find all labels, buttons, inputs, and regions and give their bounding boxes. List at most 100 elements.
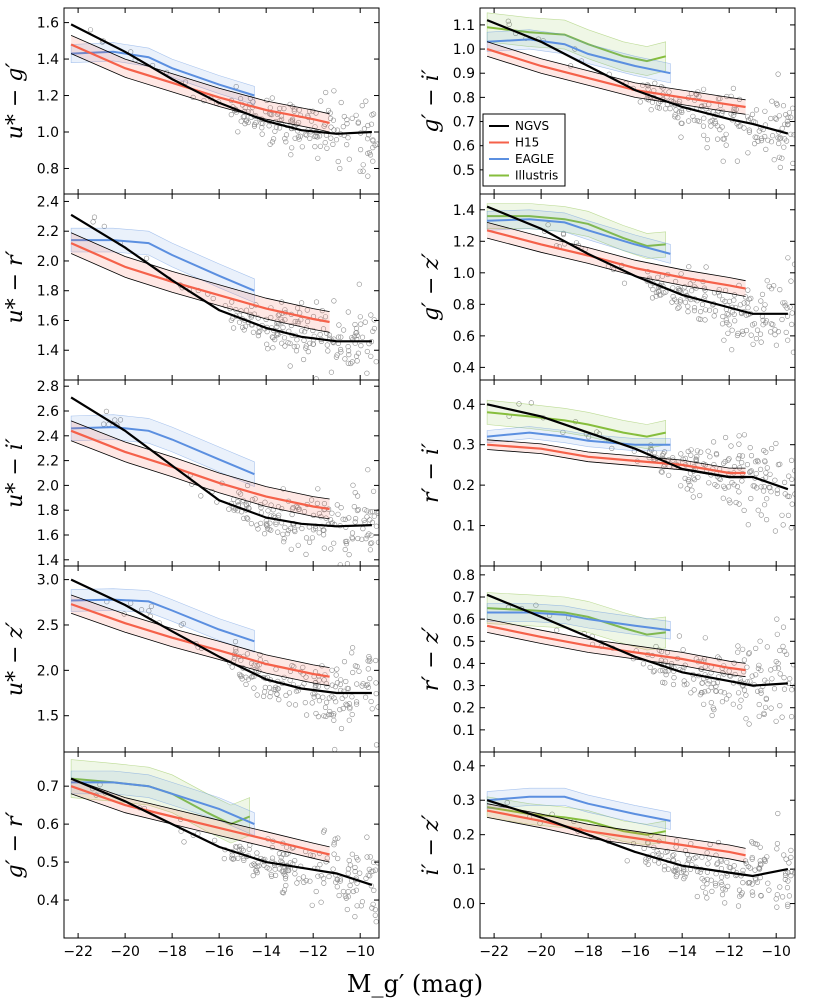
data-point: [769, 676, 775, 682]
data-point: [748, 453, 755, 459]
data-point: [680, 456, 686, 462]
data-point: [337, 878, 343, 884]
data-point: [754, 327, 761, 333]
data-point: [731, 297, 737, 303]
data-point: [640, 82, 646, 88]
h15-line: [70, 429, 330, 511]
data-point: [726, 497, 732, 503]
data-point: [349, 650, 355, 656]
data-point: [754, 134, 760, 140]
data-point: [782, 121, 788, 127]
data-point: [359, 334, 366, 340]
data-point: [241, 113, 247, 119]
data-point: [353, 112, 359, 118]
data-point: [729, 347, 735, 353]
x-tick-label: −16: [204, 944, 234, 960]
data-point: [307, 340, 313, 346]
data-point: [235, 855, 241, 861]
data-point: [724, 311, 730, 317]
data-point: [366, 866, 372, 873]
data-point: [670, 455, 676, 461]
data-point: [704, 881, 710, 887]
data-point: [767, 329, 774, 335]
data-point: [345, 344, 351, 350]
data-point: [745, 863, 751, 870]
data-point: [337, 165, 343, 172]
data-point: [703, 264, 709, 270]
ngvs-line: [486, 403, 789, 491]
data-point: [343, 895, 349, 901]
data-point: [743, 327, 750, 334]
data-point: [708, 670, 714, 676]
data-point: [364, 854, 370, 860]
y-tick-label: 0.2: [453, 478, 475, 494]
data-point: [372, 912, 378, 918]
h15-band-lower: [487, 817, 746, 863]
data-point: [243, 118, 249, 124]
data-point: [346, 348, 352, 354]
data-point: [249, 673, 255, 680]
data-point: [342, 693, 348, 699]
data-point: [773, 718, 779, 724]
data-point: [336, 322, 342, 328]
panel-r-z: 0.1 0.2 0.3 0.4 0.5 0.6 0.7 0.8 r′ − z′: [419, 565, 796, 753]
h15-line: [70, 785, 330, 856]
data-point: [663, 849, 669, 855]
data-point: [775, 660, 781, 667]
data-point: [785, 121, 791, 127]
data-point: [324, 342, 330, 348]
data-point: [757, 861, 764, 867]
data-point: [751, 141, 758, 147]
data-point: [365, 150, 371, 156]
data-point: [323, 89, 329, 96]
data-point: [335, 855, 341, 862]
data-point: [87, 27, 94, 33]
legend-label-eagle: EAGLE: [515, 152, 554, 166]
data-point: [749, 111, 756, 117]
data-point: [299, 525, 305, 532]
data-point: [762, 475, 769, 481]
data-point: [358, 147, 364, 153]
data-point: [296, 136, 302, 142]
data-point: [779, 894, 786, 900]
data-point: [375, 510, 379, 516]
data-point: [310, 512, 317, 519]
data-point: [369, 540, 375, 546]
data-point: [726, 298, 733, 305]
data-point: [322, 314, 329, 320]
y-axis-label: u* − g′: [3, 63, 28, 140]
data-point: [362, 319, 368, 325]
data-point: [360, 681, 366, 687]
data-point: [303, 345, 309, 351]
data-point: [280, 531, 286, 537]
data-point: [341, 113, 347, 120]
data-point: [645, 83, 651, 89]
data-point: [346, 857, 352, 864]
data-point: [232, 638, 239, 645]
data-point: [709, 888, 715, 895]
data-point: [354, 507, 361, 514]
data-point: [739, 890, 745, 896]
data-point: [749, 889, 755, 895]
data-point: [315, 683, 322, 689]
data-point: [736, 433, 742, 439]
data-point: [698, 449, 704, 455]
data-point: [291, 108, 297, 114]
data-point: [774, 846, 780, 852]
data-point: [300, 874, 307, 880]
data-point: [329, 510, 335, 516]
eagle-line: [487, 795, 671, 822]
data-point: [367, 517, 373, 523]
data-point: [323, 713, 329, 720]
data-point: [772, 327, 778, 333]
data-point: [359, 536, 365, 542]
data-point: [289, 511, 295, 518]
data-point: [718, 858, 725, 864]
data-point: [756, 701, 762, 708]
data-point: [729, 327, 735, 333]
data-point: [320, 527, 326, 533]
data-point: [248, 660, 255, 667]
data-point: [201, 97, 207, 104]
data-point: [337, 706, 343, 713]
panel-i-z: 0.0 0.1 0.2 0.3 0.4 −22 −20 −18 −16 −14 −12 −10 i′ −…: [419, 751, 796, 960]
